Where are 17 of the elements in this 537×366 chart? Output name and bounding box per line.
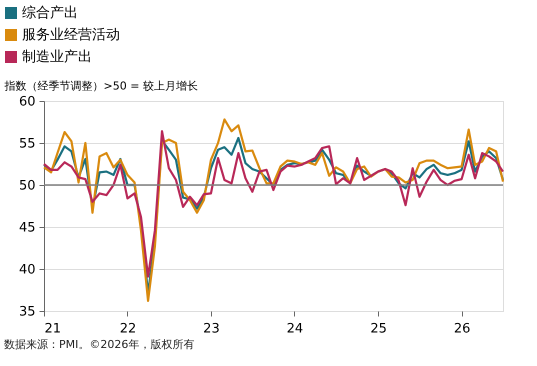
legend-label: 制造业产出 xyxy=(22,49,92,65)
y-tick-label: 35 xyxy=(18,304,36,320)
y-tick-label: 60 xyxy=(18,94,36,110)
legend-label: 服务业经营活动 xyxy=(22,27,120,43)
x-tick-label: 24 xyxy=(286,322,304,336)
y-tick-label: 40 xyxy=(18,262,36,278)
x-tick-label: 26 xyxy=(454,322,470,336)
source-note: 数据来源：PMI。©2026年，版权所有 xyxy=(4,338,194,351)
x-tick-label: 22 xyxy=(120,322,136,336)
x-tick-label: 21 xyxy=(44,322,62,336)
y-axis-title: 指数（经季节调整）>50 = 较上月增长 xyxy=(4,80,198,92)
legend-label: 综合产出 xyxy=(22,5,78,21)
y-tick-label: 45 xyxy=(18,220,36,236)
y-tick-label: 55 xyxy=(18,136,36,152)
x-tick-label: 23 xyxy=(203,322,220,336)
y-tick-label: 50 xyxy=(18,178,36,194)
x-tick-label: 25 xyxy=(370,322,387,336)
